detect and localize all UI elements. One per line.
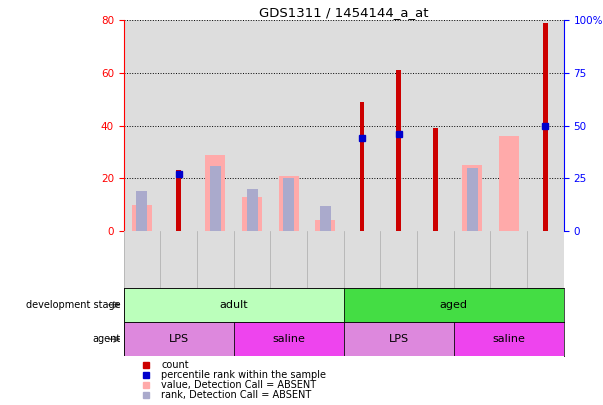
Bar — [247, 189, 257, 231]
Text: aged: aged — [440, 300, 468, 310]
Text: rank, Detection Call = ABSENT: rank, Detection Call = ABSENT — [161, 390, 311, 400]
Bar — [124, 322, 233, 356]
Bar — [467, 168, 478, 231]
Bar — [210, 166, 221, 231]
Bar — [344, 322, 453, 356]
Bar — [543, 23, 548, 231]
Bar — [124, 288, 344, 322]
Bar — [344, 288, 564, 322]
Text: value, Detection Call = ABSENT: value, Detection Call = ABSENT — [161, 380, 316, 390]
Bar — [359, 102, 364, 231]
Text: percentile rank within the sample: percentile rank within the sample — [161, 370, 326, 380]
Bar — [242, 197, 262, 231]
Bar — [462, 165, 482, 231]
Bar — [136, 191, 148, 231]
Text: LPS: LPS — [389, 334, 409, 344]
Bar — [315, 220, 335, 231]
Text: LPS: LPS — [169, 334, 189, 344]
Text: count: count — [161, 360, 189, 370]
Text: saline: saline — [272, 334, 305, 344]
Bar — [453, 322, 564, 356]
Bar — [396, 70, 401, 231]
Bar — [176, 170, 181, 231]
Bar — [205, 154, 226, 231]
Bar — [279, 176, 298, 231]
Bar — [233, 322, 344, 356]
Bar — [320, 206, 331, 231]
Text: agent: agent — [92, 334, 121, 344]
Bar — [132, 205, 152, 231]
Title: GDS1311 / 1454144_a_at: GDS1311 / 1454144_a_at — [259, 6, 429, 19]
Text: development stage: development stage — [26, 300, 121, 310]
Text: saline: saline — [492, 334, 525, 344]
Text: adult: adult — [219, 300, 248, 310]
Bar — [433, 128, 438, 231]
Bar — [283, 178, 294, 231]
Bar — [499, 136, 519, 231]
